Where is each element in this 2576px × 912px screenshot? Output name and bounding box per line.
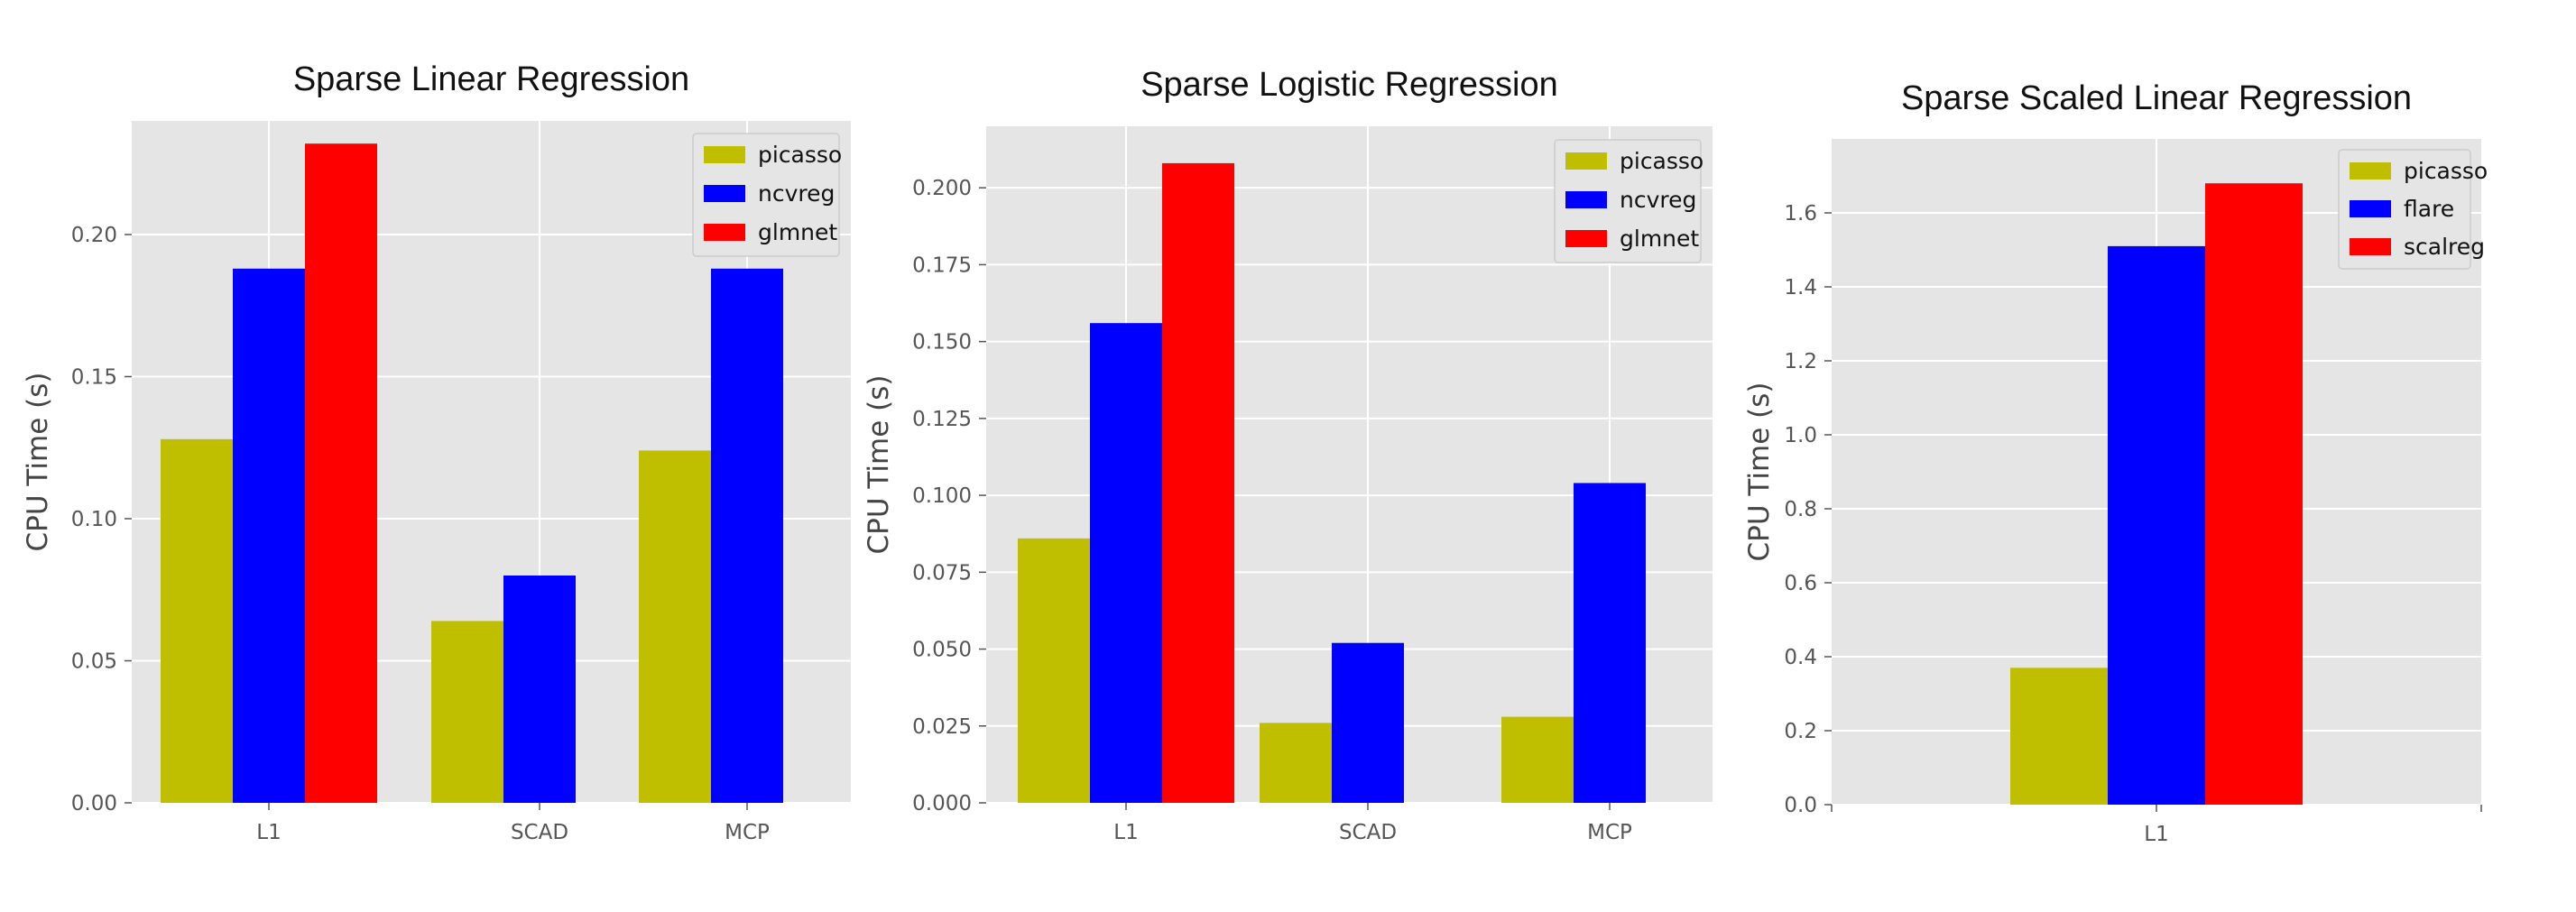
y-tick-label: 0.4: [1784, 646, 1817, 669]
legend: picasso ncvreg glmnet: [1554, 139, 1703, 263]
bar-glmnet-l1: [305, 143, 377, 803]
y-tick-label: 0.00: [71, 792, 117, 815]
y-tick-label: 0.050: [912, 639, 972, 662]
y-tick-label: 0.6: [1784, 572, 1817, 595]
legend-swatch-picasso: [704, 146, 745, 163]
y-tick-label: 0.10: [71, 508, 117, 531]
legend-label-picasso: picasso: [758, 142, 842, 168]
chart-panel-2: 0.000 0.025 0.050 0.075 0.100 0.125 0.150 0.175…: [863, 66, 1713, 844]
bar-ncvreg-scad: [1332, 642, 1404, 803]
legend-swatch-flare: [2350, 200, 2391, 217]
bar-ncvreg-l1: [233, 268, 305, 803]
legend-swatch-ncvreg: [704, 185, 745, 202]
chart-panel-3: 0.0 0.2 0.4 0.6 0.8 1.0 1.2 1.4 1.6 L1 Sparse Scal…: [1743, 79, 2488, 846]
legend-label-glmnet: glmnet: [758, 219, 837, 245]
x-tick-label: SCAD: [511, 821, 568, 844]
y-tick-label: 1.6: [1784, 202, 1817, 226]
y-axis-label: CPU Time (s): [1743, 382, 1776, 562]
legend-label-glmnet: glmnet: [1620, 226, 1699, 252]
y-tick-label: 0.0: [1784, 794, 1817, 817]
y-tick-label: 0.15: [71, 366, 117, 390]
bar-ncvreg-scad: [503, 576, 576, 803]
legend-swatch-glmnet: [704, 224, 745, 241]
bar-ncvreg-l1: [1090, 323, 1162, 803]
chart-title: Sparse Scaled Linear Regression: [1901, 79, 2412, 117]
y-tick-label: 0.200: [912, 177, 972, 200]
y-tick-label: 1.4: [1784, 276, 1817, 299]
bar-picasso-mcp: [639, 450, 711, 803]
legend-swatch-scalreg: [2350, 238, 2391, 255]
y-tick-label: 0.000: [912, 792, 972, 815]
y-axis-label: CPU Time (s): [22, 373, 54, 552]
x-tick-label: SCAD: [1339, 821, 1397, 844]
legend-label-picasso: picasso: [1620, 148, 1703, 174]
legend-label-flare: flare: [2404, 196, 2454, 222]
y-tick-label: 0.175: [912, 253, 972, 277]
y-tick-label: 0.20: [71, 224, 117, 247]
bar-picasso-l1: [2010, 668, 2108, 805]
y-tick-label: 0.125: [912, 408, 972, 431]
bar-picasso-scad: [431, 621, 503, 803]
bar-ncvreg-mcp: [1574, 483, 1646, 803]
legend: picasso flare scalreg: [2338, 149, 2488, 270]
legend-swatch-picasso: [1565, 152, 1607, 170]
x-tick-label: L1: [2144, 823, 2168, 846]
y-tick-label: 0.05: [71, 650, 117, 674]
y-axis-label: CPU Time (s): [863, 375, 895, 555]
chart-title: Sparse Linear Regression: [293, 60, 689, 98]
legend-label-ncvreg: ncvreg: [1620, 187, 1696, 213]
bar-picasso-l1: [161, 438, 233, 803]
legend-label-scalreg: scalreg: [2404, 234, 2485, 260]
y-tick-label: 1.0: [1784, 424, 1817, 447]
bar-picasso-l1: [1018, 538, 1090, 803]
legend: picasso ncvreg glmnet: [692, 133, 842, 257]
bar-flare-l1: [2108, 245, 2205, 805]
x-tick-label: MCP: [725, 821, 770, 844]
y-tick-label: 0.100: [912, 484, 972, 508]
legend-swatch-glmnet: [1565, 230, 1607, 247]
legend-label-picasso: picasso: [2404, 158, 2488, 184]
legend-swatch-picasso: [2350, 162, 2391, 180]
legend-label-ncvreg: ncvreg: [758, 180, 835, 207]
chart-title: Sparse Logistic Regression: [1140, 66, 1558, 104]
x-tick-label: MCP: [1587, 821, 1632, 844]
bar-scalreg-l1: [2205, 183, 2303, 805]
y-tick-label: 1.2: [1784, 350, 1817, 373]
y-tick-label: 0.8: [1784, 498, 1817, 521]
x-tick-label: L1: [256, 821, 281, 844]
chart-panel-1: 0.00 0.05 0.10 0.15 0.20 L1 SCAD MCP Sparse Line…: [22, 60, 851, 844]
bar-picasso-mcp: [1501, 716, 1574, 803]
x-tick-label: L1: [1113, 821, 1138, 844]
y-tick-label: 0.2: [1784, 720, 1817, 743]
legend-swatch-ncvreg: [1565, 191, 1607, 208]
y-tick-label: 0.075: [912, 561, 972, 585]
bar-ncvreg-mcp: [711, 268, 783, 803]
y-tick-label: 0.150: [912, 331, 972, 355]
bar-picasso-scad: [1260, 723, 1332, 803]
bar-glmnet-l1: [1162, 162, 1234, 804]
y-tick-label: 0.025: [912, 715, 972, 739]
